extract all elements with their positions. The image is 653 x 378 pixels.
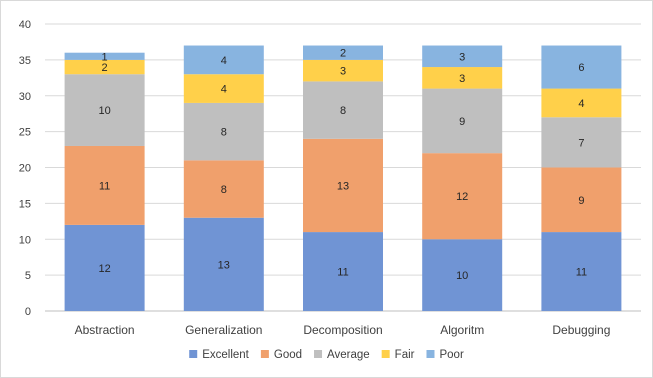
- data-label: 11: [99, 180, 110, 192]
- legend-swatch: [314, 350, 323, 358]
- bar-segment-average: [541, 117, 622, 168]
- legend-label: Poor: [439, 349, 463, 361]
- bar-segment-average: [64, 74, 145, 146]
- data-label: 11: [576, 267, 587, 279]
- data-label: 3: [459, 73, 465, 85]
- y-tick-label: 20: [19, 163, 31, 175]
- category-label: Generalization: [185, 323, 262, 337]
- bar-segment-average: [422, 88, 503, 154]
- data-label: 9: [459, 116, 465, 128]
- legend-label: Good: [274, 349, 302, 361]
- y-tick-label: 15: [19, 198, 31, 210]
- data-label: 8: [221, 127, 227, 139]
- bar-segment-excellent: [303, 232, 383, 311]
- bars: [64, 45, 622, 311]
- legend-swatch: [381, 350, 390, 358]
- legend-label: Excellent: [202, 349, 249, 361]
- data-label: 4: [221, 84, 227, 96]
- bar-segment-excellent: [422, 239, 503, 311]
- bar-segment-average: [183, 102, 264, 161]
- y-tick-label: 35: [19, 55, 31, 67]
- legend-swatch: [260, 350, 269, 358]
- data-label: 10: [98, 105, 110, 117]
- data-label: 9: [578, 195, 584, 207]
- data-label: 4: [221, 55, 227, 67]
- data-label: 3: [459, 51, 465, 63]
- data-label: 7: [578, 137, 584, 149]
- legend-swatch: [189, 350, 198, 358]
- legend-label: Average: [327, 349, 370, 361]
- legend-swatch: [426, 350, 435, 358]
- data-label: 11: [337, 267, 348, 279]
- data-label: 8: [221, 184, 227, 196]
- bar-segment-fair: [422, 67, 503, 89]
- data-label: 4: [578, 98, 584, 110]
- bar-segment-good: [183, 160, 264, 218]
- data-label: 3: [340, 66, 346, 78]
- legend-item: Good: [260, 349, 302, 361]
- bar-segment-excellent: [64, 224, 145, 311]
- bar-segment-poor: [303, 45, 383, 60]
- y-tick-label: 40: [19, 19, 31, 31]
- bar-segment-excellent: [541, 232, 622, 311]
- bar-segment-fair: [303, 59, 383, 82]
- bar-segment-poor: [541, 45, 622, 89]
- legend: Excellent Good Average Fair Poor: [189, 349, 464, 361]
- bar-segment-good: [422, 153, 503, 240]
- legend-item: Average: [314, 349, 370, 361]
- y-axis-ticks: 0 5 10 15 20 25 30 35 40: [19, 19, 31, 318]
- bar-segment-poor: [64, 52, 145, 60]
- y-tick-label: 5: [25, 270, 31, 282]
- data-label: 12: [98, 263, 110, 275]
- y-tick-label: 30: [19, 91, 31, 103]
- bar-segment-good: [541, 167, 622, 233]
- bar-segment-good: [303, 138, 383, 233]
- data-label: 6: [578, 62, 584, 74]
- data-label: 12: [456, 191, 468, 203]
- legend-item: Excellent: [189, 349, 250, 361]
- bar-segment-good: [64, 145, 145, 225]
- legend-item: Poor: [426, 349, 464, 361]
- bar-segment-fair: [183, 74, 264, 103]
- category-label: Algoritm: [440, 323, 484, 337]
- bar-segment-poor: [422, 45, 503, 68]
- bar-segment-excellent: [183, 217, 264, 311]
- legend-label: Fair: [395, 349, 415, 361]
- data-label: 2: [340, 48, 346, 60]
- data-label: 13: [337, 180, 349, 192]
- y-tick-label: 0: [25, 306, 31, 318]
- bar-segment-average: [303, 81, 383, 139]
- bar-segment-poor: [183, 45, 264, 75]
- category-label: Debugging: [552, 323, 610, 337]
- bar-segment-fair: [541, 88, 622, 118]
- data-label: 10: [456, 270, 468, 282]
- y-tick-label: 10: [19, 234, 31, 246]
- category-label: Decomposition: [303, 323, 382, 337]
- bar-segment-fair: [64, 59, 145, 75]
- x-axis-labels: Abstraction Generalization Decomposition Al…: [75, 323, 611, 337]
- data-label: 13: [218, 259, 230, 271]
- data-label: 8: [340, 105, 346, 117]
- category-label: Abstraction: [75, 323, 135, 337]
- data-label: 1: [102, 51, 108, 63]
- y-tick-label: 25: [19, 127, 31, 139]
- data-label: 2: [102, 62, 108, 74]
- legend-item: Fair: [381, 349, 415, 361]
